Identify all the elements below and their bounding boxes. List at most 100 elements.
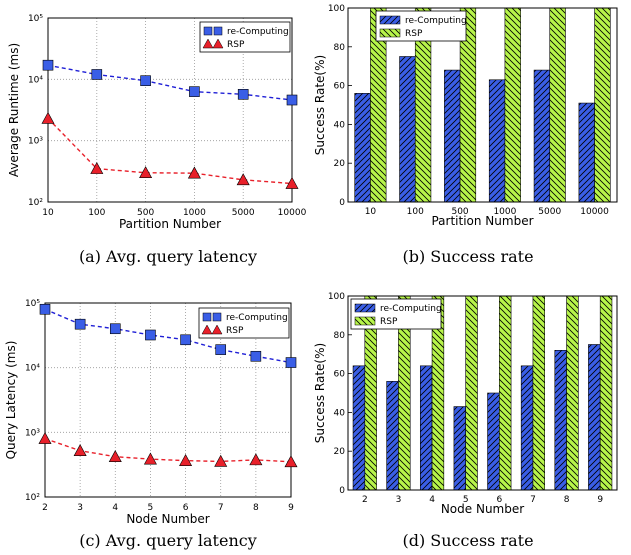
data-point-triangle <box>108 450 122 462</box>
legend-marker <box>202 38 214 49</box>
y-axis-label: Success Rate(%) <box>313 343 327 443</box>
series-line-rsp <box>44 437 292 463</box>
legend-label: re-Computing <box>227 27 289 37</box>
y-tick-label: 100 <box>328 292 345 302</box>
plot-frame <box>347 7 618 203</box>
y-tick-label: 20 <box>334 159 346 169</box>
legend-label: RSP <box>227 40 245 50</box>
legend-swatch-hatch <box>380 16 400 24</box>
x-tick-label: 5 <box>463 495 469 505</box>
bar-hatch <box>534 70 550 202</box>
legend-marker <box>201 324 213 335</box>
plot-frame <box>44 302 292 498</box>
caption-a: (a) Avg. query latency <box>79 247 257 266</box>
caption-c: (c) Avg. query latency <box>79 531 257 550</box>
plot-frame <box>47 17 293 203</box>
data-point-triangle <box>139 166 153 179</box>
x-tick-label: 2 <box>42 503 48 513</box>
bar-hatch <box>578 103 595 202</box>
bar-hatch <box>594 8 611 202</box>
x-tick-label: 7 <box>530 495 536 505</box>
data-point-square <box>109 323 121 335</box>
x-tick-label: 3 <box>77 503 83 513</box>
legend-marker <box>213 26 223 36</box>
bar-hatch <box>415 8 431 202</box>
x-tick-label: 10000 <box>278 208 307 218</box>
legend-swatch-hatch <box>355 317 375 325</box>
x-tick-label: 4 <box>112 503 118 513</box>
x-tick-label: 3 <box>396 495 402 505</box>
y-tick-label: 80 <box>334 331 346 341</box>
legend-swatch-hatch <box>355 304 375 312</box>
y-axis-label: Query Latency (ms) <box>4 341 18 460</box>
bar-hatch <box>386 381 399 490</box>
x-axis-label: Partition Number <box>431 214 533 228</box>
bar-hatch <box>554 350 567 490</box>
data-point-square <box>140 75 151 86</box>
x-tick-label: 10000 <box>580 207 609 217</box>
data-point-triangle <box>284 455 298 468</box>
data-point-triangle <box>143 452 157 465</box>
y-tick-label: 10³ <box>28 137 43 147</box>
y-tick-label: 60 <box>334 370 346 380</box>
legend-label: re-Computing <box>405 16 467 26</box>
data-point-square <box>91 69 103 80</box>
bar-hatch <box>370 8 387 202</box>
legend-swatch-hatch <box>380 29 400 37</box>
data-point-triangle <box>285 176 299 189</box>
caption-d: (d) Success rate <box>402 531 533 550</box>
data-point-square <box>285 357 297 368</box>
y-tick-label: 10⁵ <box>25 299 40 309</box>
legend: re-Computing RSP <box>375 10 467 42</box>
bar-hatch <box>444 70 461 202</box>
bar-hatch <box>354 93 371 202</box>
x-tick-label: 100 <box>407 207 424 217</box>
x-tick-label: 8 <box>253 503 259 513</box>
x-tick-label: 5000 <box>538 207 561 217</box>
data-point-square <box>286 94 298 106</box>
x-tick-label: 500 <box>451 207 468 217</box>
legend-label: re-Computing <box>380 304 442 314</box>
series-line-rsp <box>47 117 293 185</box>
bar-hatch <box>600 296 612 490</box>
x-tick-label: 2 <box>362 495 368 505</box>
bar-hatch <box>566 296 579 490</box>
series-line-re-computing <box>44 308 292 364</box>
bar-hatch <box>532 296 545 490</box>
bar-hatch <box>432 296 444 490</box>
bar-hatch <box>460 8 476 202</box>
data-point-square <box>189 86 200 97</box>
y-tick-label: 20 <box>334 447 346 457</box>
data-point-square <box>42 59 54 71</box>
x-tick-label: 8 <box>564 495 570 505</box>
data-point-triangle <box>38 431 52 444</box>
data-point-square <box>250 350 262 362</box>
legend-marker <box>211 324 223 335</box>
bar-hatch <box>521 365 533 490</box>
bar-hatch <box>588 344 601 490</box>
x-tick-label: 1000 <box>493 207 516 217</box>
bar-hatch <box>499 296 512 490</box>
legend: re-Computing RSP <box>350 298 442 330</box>
panel-d: 2 3 4 5 6 7 8 9 0 20 40 60 80 100 Node Number Success R… <box>313 292 618 516</box>
data-point-triangle <box>90 162 104 174</box>
data-point-square <box>74 318 86 330</box>
y-tick-label: 40 <box>334 408 346 418</box>
bar-hatch <box>489 79 505 202</box>
legend-label: RSP <box>226 326 244 336</box>
y-tick-label: 10⁵ <box>28 14 43 24</box>
y-axis-label: Success Rate(%) <box>313 55 327 155</box>
data-point-triangle <box>249 453 263 466</box>
legend: re-Computing RSP <box>198 307 290 339</box>
data-point-triangle <box>41 111 55 124</box>
data-point-square <box>39 303 51 315</box>
series-line-re-computing <box>47 64 293 101</box>
caption-b: (b) Success rate <box>402 247 533 266</box>
bar-hatch <box>420 365 433 490</box>
x-axis-label: Node Number <box>441 502 524 516</box>
legend-marker <box>212 38 224 49</box>
x-tick-label: 4 <box>429 495 435 505</box>
data-point-triangle <box>214 454 228 467</box>
bar-hatch <box>453 406 466 490</box>
bar-hatch <box>465 296 478 490</box>
